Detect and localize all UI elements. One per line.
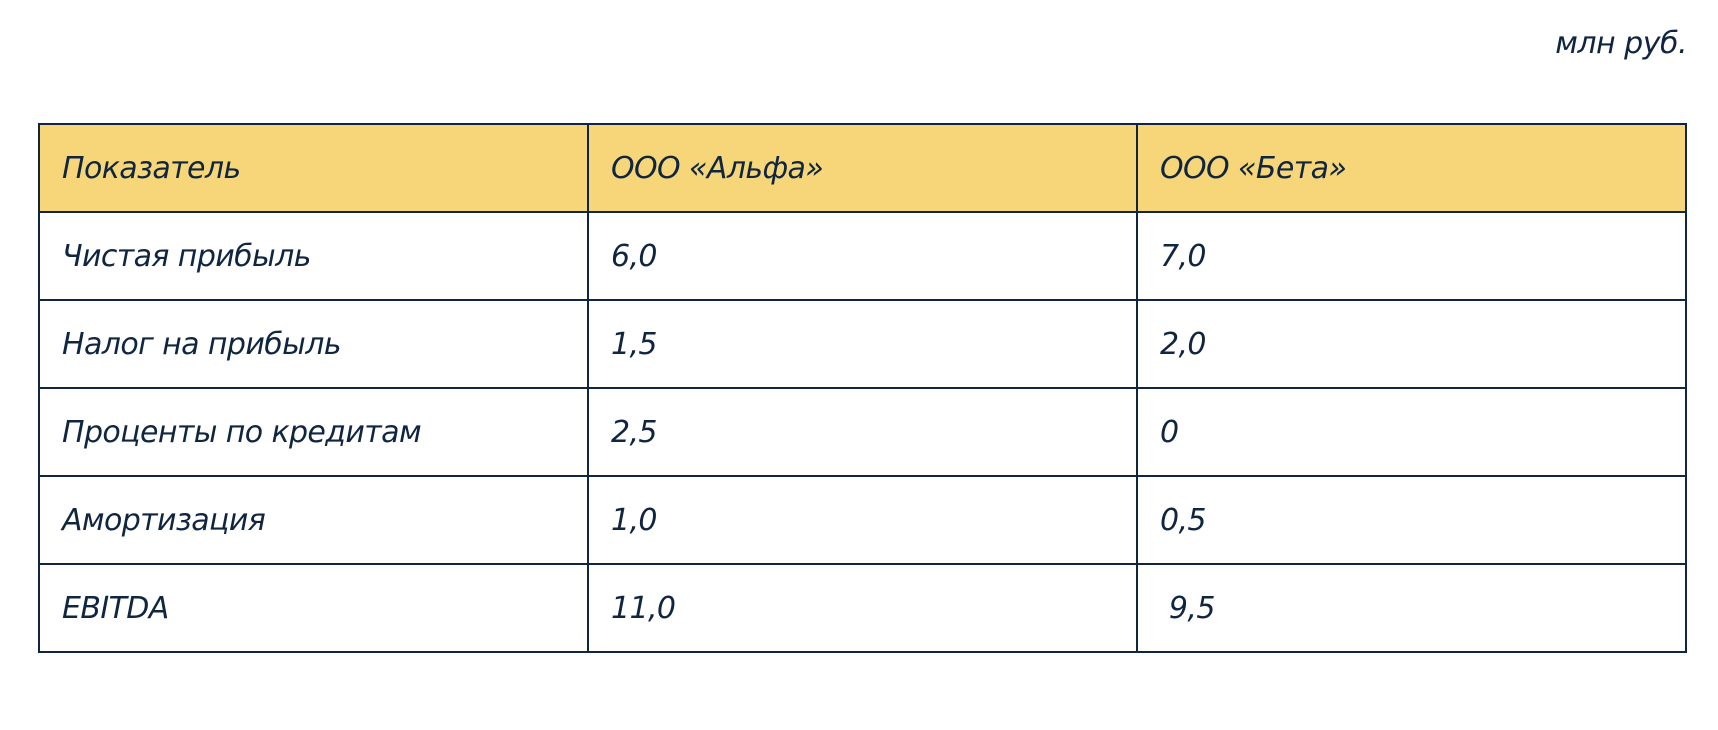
row-label: Амортизация	[38, 475, 589, 565]
beta-value: 2,0	[1136, 299, 1687, 389]
alfa-value: 11,0	[587, 563, 1138, 653]
row-label: Проценты по кредитам	[38, 387, 589, 477]
beta-value: 9,5	[1136, 563, 1687, 653]
alfa-value: 2,5	[587, 387, 1138, 477]
row-label: EBITDA	[38, 563, 589, 653]
table-row: EBITDA 11,0 9,5	[38, 563, 1687, 653]
table-row: Чистая прибыль 6,0 7,0	[38, 211, 1687, 301]
row-label: Налог на прибыль	[38, 299, 589, 389]
alfa-value: 1,0	[587, 475, 1138, 565]
header-beta: ООО «Бета»	[1136, 123, 1687, 213]
beta-value: 0,5	[1136, 475, 1687, 565]
alfa-value: 6,0	[587, 211, 1138, 301]
alfa-value: 1,5	[587, 299, 1138, 389]
table-row: Проценты по кредитам 2,5 0	[38, 387, 1687, 477]
row-label: Чистая прибыль	[38, 211, 589, 301]
unit-label: млн руб.	[1555, 26, 1687, 61]
table-row: Налог на прибыль 1,5 2,0	[38, 299, 1687, 389]
beta-value: 7,0	[1136, 211, 1687, 301]
header-indicator: Показатель	[38, 123, 589, 213]
header-alfa: ООО «Альфа»	[587, 123, 1138, 213]
financial-table: Показатель ООО «Альфа» ООО «Бета» Чистая…	[38, 123, 1687, 653]
beta-value: 0	[1136, 387, 1687, 477]
table-row: Амортизация 1,0 0,5	[38, 475, 1687, 565]
table-header-row: Показатель ООО «Альфа» ООО «Бета»	[38, 123, 1687, 213]
